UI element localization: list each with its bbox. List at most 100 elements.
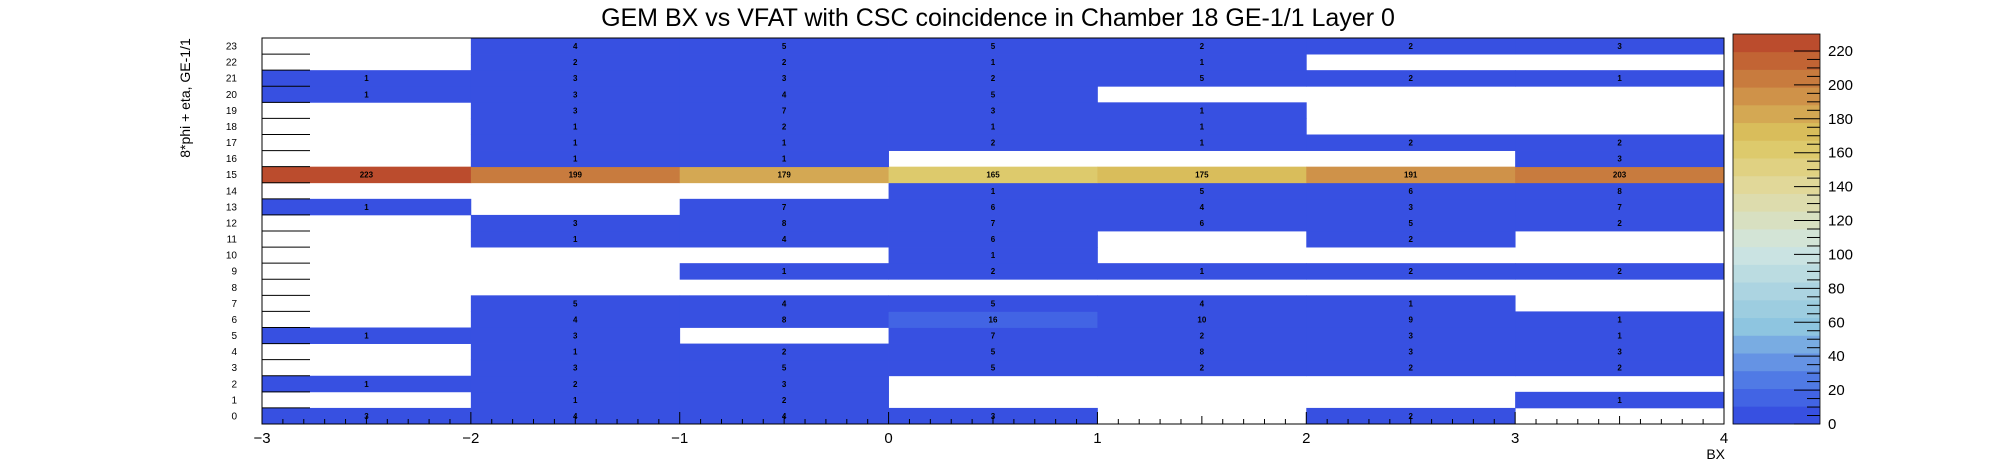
y-tick-label: 11 xyxy=(227,235,238,246)
cell-value-label: 3 xyxy=(1408,203,1413,212)
z-tick-label: 180 xyxy=(1828,111,1853,128)
cell-value-label: 1 xyxy=(573,396,578,405)
y-tick-label: 1 xyxy=(231,395,237,406)
color-scale-band xyxy=(1733,299,1820,319)
cell-value-label: 199 xyxy=(569,171,583,180)
cell-value-label: 1 xyxy=(1617,315,1622,324)
heatmap-cell xyxy=(679,359,889,377)
cell-value-label: 5 xyxy=(991,42,996,51)
heatmap-cell xyxy=(888,166,1098,184)
heatmap-cell xyxy=(888,263,1098,280)
cell-value-label: 1 xyxy=(1200,267,1205,276)
cell-value-label: 165 xyxy=(986,171,1000,180)
cell-value-label: 10 xyxy=(1197,315,1206,324)
cell-value-label: 2 xyxy=(782,348,787,357)
heatmap-cell xyxy=(888,231,1098,248)
cell-value-label: 175 xyxy=(1195,171,1209,180)
y-tick-label: 21 xyxy=(226,74,238,85)
y-tick-label: 8 xyxy=(231,283,237,294)
color-scale-band xyxy=(1733,193,1820,212)
heatmap-cell xyxy=(1097,327,1307,344)
heatmap-cell xyxy=(888,198,1098,216)
heatmap-cell xyxy=(679,86,889,103)
color-scale-band xyxy=(1733,34,1820,53)
heatmap-cell xyxy=(679,375,889,393)
y-tick-label: 3 xyxy=(231,363,237,374)
heatmap-cell xyxy=(470,102,681,119)
cell-value-label: 5 xyxy=(1408,219,1413,228)
heatmap-cell xyxy=(888,311,1098,328)
y-tick-label: 17 xyxy=(226,138,238,149)
heatmap-cell xyxy=(1515,166,1725,184)
heatmap-cell xyxy=(679,102,889,119)
heatmap-cell xyxy=(470,391,681,409)
heatmap-cell xyxy=(1306,166,1516,184)
axes: 01234567891011121314151617181920212223−3… xyxy=(226,37,1728,447)
heatmap-cell xyxy=(1306,359,1516,377)
cell-value-label: 1 xyxy=(782,139,787,148)
cell-value-label: 1 xyxy=(1200,139,1205,148)
color-scale-band xyxy=(1733,388,1820,407)
cell-value-label: 5 xyxy=(991,299,996,308)
heatmap-cell xyxy=(888,134,1098,151)
heatmap-cell xyxy=(1097,118,1307,135)
heatmap-cell xyxy=(888,327,1098,344)
heatmap-cell xyxy=(470,327,681,344)
heatmap-cell xyxy=(470,166,681,184)
heatmap-cell xyxy=(1515,134,1725,151)
cell-value-label: 5 xyxy=(782,42,787,51)
color-scale-band xyxy=(1733,87,1820,106)
x-tick-label: 2 xyxy=(1302,430,1310,447)
cell-value-label: 1 xyxy=(991,58,996,67)
heatmap-cell xyxy=(1097,214,1307,232)
cell-value-label: 5 xyxy=(1200,74,1205,83)
cell-value-label: 3 xyxy=(782,74,787,83)
x-axis-label: BX xyxy=(1706,446,1725,462)
color-scale-band xyxy=(1733,370,1820,389)
y-tick-label: 10 xyxy=(226,251,238,262)
cell-value-label: 4 xyxy=(1200,203,1205,212)
heatmap-cell xyxy=(262,198,472,216)
heatmap-cell xyxy=(470,343,681,361)
cell-value-label: 4 xyxy=(782,235,787,244)
y-tick-label: 2 xyxy=(231,379,237,390)
heatmap-cell xyxy=(470,150,681,168)
heatmap-cell xyxy=(1515,38,1725,55)
heatmap-cell xyxy=(470,231,681,248)
cell-value-label: 1 xyxy=(1617,74,1622,83)
cell-value-label: 1 xyxy=(782,267,787,276)
heatmap-cell xyxy=(679,54,889,71)
cell-value-label: 2 xyxy=(1200,332,1205,341)
cell-value-label: 9 xyxy=(1408,315,1413,324)
z-tick-label: 60 xyxy=(1828,314,1845,331)
heatmap-cell xyxy=(679,198,889,216)
cell-value-label: 5 xyxy=(573,299,578,308)
color-scale-band xyxy=(1733,140,1820,159)
heatmap-cell xyxy=(888,86,1098,103)
heatmap-cell xyxy=(1097,182,1307,200)
cell-value-label: 1 xyxy=(1200,58,1205,67)
cell-value-label: 16 xyxy=(989,315,998,324)
heatmap-cell xyxy=(1515,327,1725,344)
color-scale-band xyxy=(1733,104,1820,124)
z-tick-label: 80 xyxy=(1828,280,1845,297)
heatmap-cell xyxy=(1306,343,1516,361)
cell-value-label: 2 xyxy=(991,74,996,83)
heatmap-cell xyxy=(1097,166,1307,184)
heatmap-cell xyxy=(679,166,889,184)
heatmap-cell xyxy=(888,102,1098,119)
cell-value-label: 7 xyxy=(782,203,787,212)
cell-value-label: 3 xyxy=(1408,332,1413,341)
y-tick-label: 7 xyxy=(231,299,237,310)
cell-value-label: 3 xyxy=(782,380,787,389)
cell-value-label: 1 xyxy=(573,122,578,131)
cell-value-label: 1 xyxy=(991,122,996,131)
cell-value-label: 3 xyxy=(573,364,578,373)
cell-value-label: 2 xyxy=(1408,267,1413,276)
cell-value-label: 2 xyxy=(991,267,996,276)
color-scale-band xyxy=(1733,246,1820,265)
heatmap-cell xyxy=(470,70,681,87)
heatmap-cell xyxy=(679,38,889,55)
color-scale-band xyxy=(1733,211,1820,230)
cell-value-label: 3 xyxy=(1617,155,1622,164)
